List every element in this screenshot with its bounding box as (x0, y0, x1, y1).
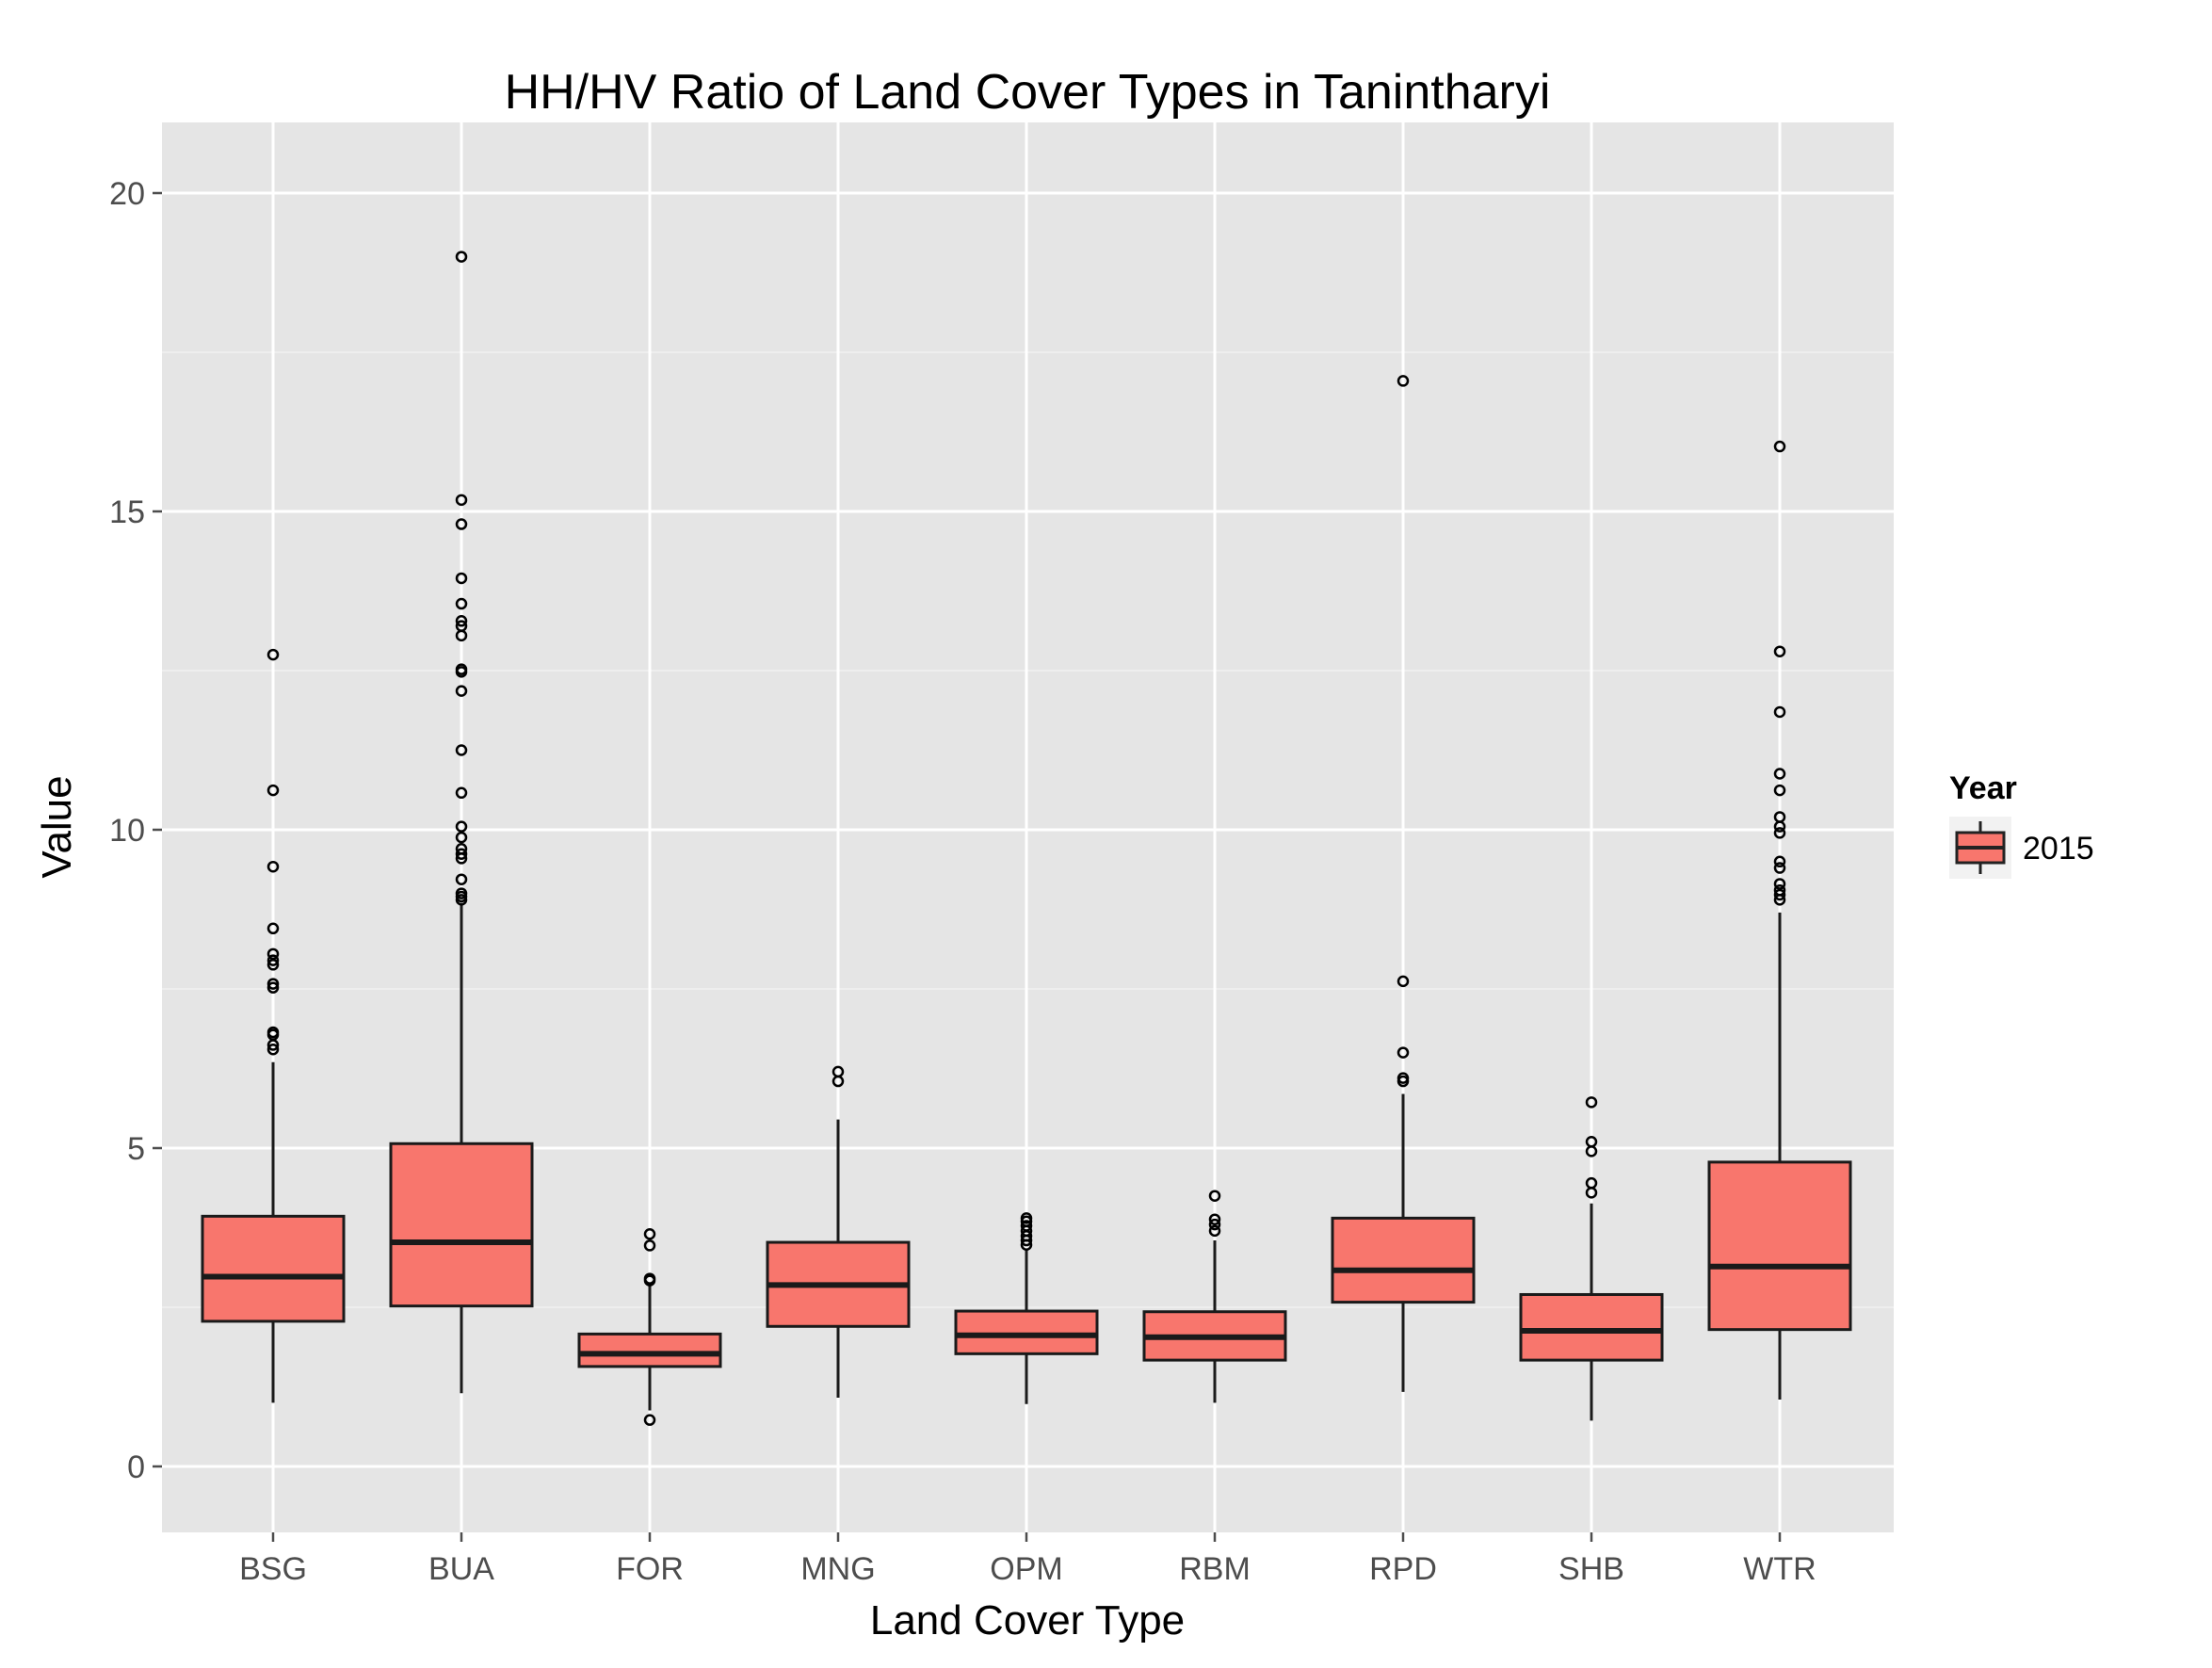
x-tick-label: SHB (1558, 1551, 1624, 1587)
box-mng (766, 1065, 911, 1398)
outlier-point (455, 887, 468, 899)
outlier-point (1397, 375, 1410, 387)
iqr-box (1707, 1160, 1852, 1332)
outlier-point (1585, 1176, 1598, 1190)
outlier-point (1208, 1218, 1221, 1231)
y-tick-label: 20 (109, 176, 145, 212)
outlier-point (266, 860, 280, 873)
outlier-point (1397, 975, 1410, 988)
chart-title: HH/HV Ratio of Land Cover Types in Tanin… (505, 65, 1551, 120)
legend-entry-2015: 2015 (2023, 831, 2094, 866)
legend: Year 2015 (1949, 770, 2094, 879)
x-tick-label: RBM (1179, 1551, 1251, 1587)
outlier-point (455, 848, 468, 860)
outlier-point (266, 981, 280, 994)
box-rpd (1331, 375, 1476, 1392)
outlier-point (266, 947, 280, 961)
outlier-point (1773, 811, 1786, 823)
outlier-point (455, 873, 468, 885)
outlier-point (266, 954, 280, 966)
x-tick-label: WTR (1743, 1551, 1816, 1587)
x-tick-label: BSG (239, 1551, 307, 1587)
x-tick-label: FOR (616, 1551, 684, 1587)
outlier-point (643, 1239, 656, 1252)
outlier-point (1773, 862, 1786, 874)
outlier-point (455, 820, 468, 833)
x-axis-title: Land Cover Type (870, 1597, 1185, 1644)
outlier-point (266, 1026, 280, 1039)
box-series-2015 (201, 251, 1852, 1426)
outlier-point (1773, 705, 1786, 719)
outlier-point (455, 494, 468, 507)
box-bua (389, 251, 534, 1394)
outlier-point (455, 518, 468, 530)
iqr-box (201, 1214, 346, 1323)
outlier-point (1585, 1135, 1598, 1148)
outlier-point (1020, 1220, 1033, 1232)
outlier-point (643, 1414, 656, 1426)
outlier-point (1208, 1213, 1221, 1225)
y-tick-label: 15 (109, 494, 145, 530)
box-rbm (1142, 1190, 1287, 1403)
outlier-point (266, 648, 280, 661)
outlier-point (455, 843, 468, 855)
outlier-point (455, 572, 468, 585)
outlier-point (455, 831, 468, 844)
box-shb (1519, 1096, 1664, 1421)
outlier-point (1773, 645, 1786, 657)
outlier-point (455, 786, 468, 800)
outlier-point (1773, 784, 1786, 797)
outlier-point (1773, 440, 1786, 453)
outlier-point (455, 251, 468, 263)
outlier-point (1397, 1072, 1410, 1084)
outlier-point (1773, 888, 1786, 901)
outlier-point (1585, 1096, 1598, 1109)
y-tick-label: 10 (109, 813, 145, 849)
legend-title: Year (1949, 770, 2017, 806)
outlier-point (266, 784, 280, 797)
box-for (577, 1228, 722, 1426)
outlier-point (1773, 855, 1786, 868)
x-tick-label: BUA (428, 1551, 494, 1587)
box-opm (954, 1212, 1099, 1404)
outlier-point (455, 744, 468, 756)
outlier-point (643, 1272, 656, 1285)
outlier-point (266, 922, 280, 935)
outlier-point (455, 663, 468, 675)
outlier-point (266, 1043, 280, 1056)
x-tick-label: OPM (990, 1551, 1062, 1587)
y-tick-label: 0 (127, 1449, 145, 1485)
outlier-point (455, 620, 468, 632)
outlier-point (1208, 1224, 1221, 1238)
iqr-box (1331, 1216, 1476, 1304)
outlier-point (643, 1228, 656, 1240)
outlier-point (455, 685, 468, 697)
outlier-point (832, 1065, 845, 1078)
outlier-point (1773, 878, 1786, 890)
iqr-box (1519, 1292, 1664, 1362)
outlier-point (1208, 1190, 1221, 1202)
outlier-point (1773, 827, 1786, 839)
y-axis-ticks: 0 5 10 15 20 (109, 176, 162, 1485)
x-axis-ticks: BSG BUA FOR MNG OPM RBM RPD SHB WTR (239, 1532, 1816, 1587)
outlier-point (266, 959, 280, 971)
outlier-point (1020, 1212, 1033, 1224)
outlier-point (1773, 883, 1786, 897)
box-wtr (1707, 440, 1852, 1401)
y-axis-title: Value (34, 775, 80, 878)
iqr-box (954, 1309, 1099, 1355)
outlier-point (1773, 768, 1786, 780)
iqr-box (389, 1142, 534, 1308)
outlier-point (266, 978, 280, 990)
outlier-point (455, 615, 468, 627)
iqr-box (577, 1332, 722, 1368)
outlier-point (455, 597, 468, 610)
x-tick-label: RPD (1369, 1551, 1437, 1587)
outlier-point (1397, 1046, 1410, 1059)
box-bsg (201, 648, 346, 1403)
y-tick-label: 5 (127, 1131, 145, 1167)
x-tick-label: MNG (800, 1551, 875, 1587)
